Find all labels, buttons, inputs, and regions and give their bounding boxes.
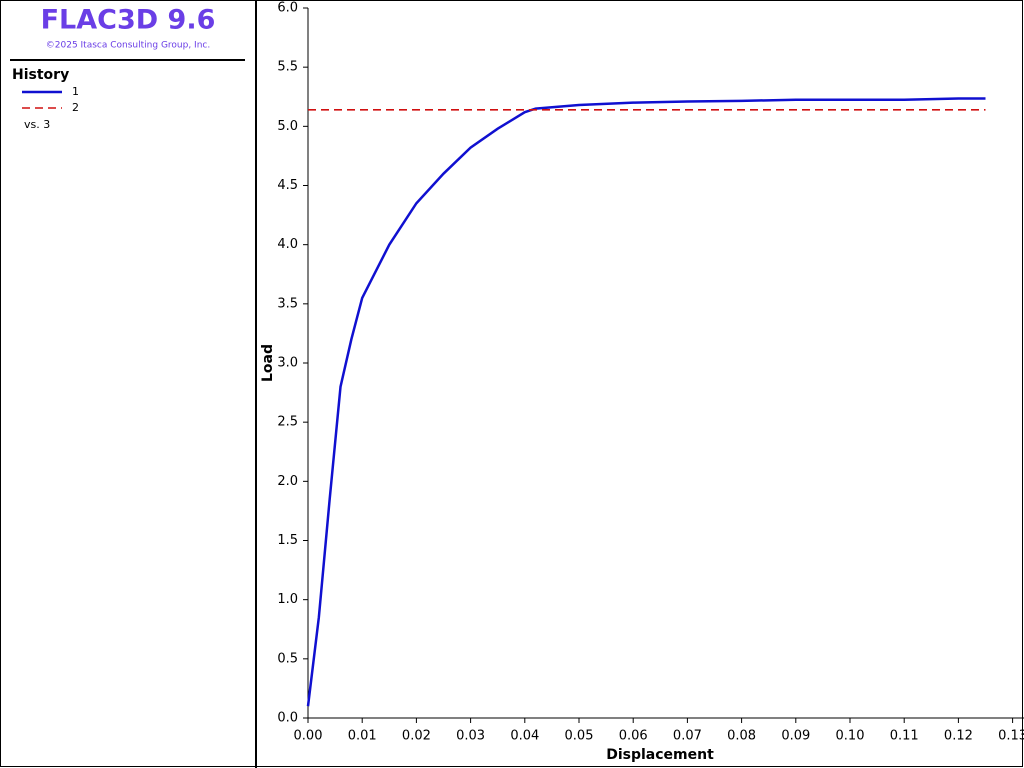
y-tick-label: 3.0: [277, 356, 298, 371]
legend-title: History: [12, 67, 69, 83]
copyright: ©2025 Itasca Consulting Group, Inc.: [46, 41, 210, 51]
y-tick-label: 4.5: [277, 178, 298, 193]
x-tick-label: 0.06: [619, 729, 648, 744]
legend-label: 2: [72, 101, 79, 114]
x-tick-label: 0.10: [836, 729, 865, 744]
product-title: FLAC3D 9.6: [41, 5, 216, 36]
x-tick-label: 0.09: [781, 729, 810, 744]
y-tick-label: 2.0: [277, 474, 298, 489]
x-tick-label: 0.02: [402, 729, 431, 744]
x-tick-label: 0.07: [673, 729, 702, 744]
x-tick-label: 0.01: [348, 729, 377, 744]
y-tick-label: 5.0: [277, 119, 298, 134]
x-tick-label: 0.08: [727, 729, 756, 744]
y-tick-label: 1.5: [277, 533, 298, 548]
y-tick-label: 0.5: [277, 651, 298, 666]
y-tick-label: 0.0: [277, 711, 298, 726]
y-axis-label: Load: [260, 344, 276, 382]
x-tick-label: 0.12: [944, 729, 973, 744]
y-tick-label: 6.0: [277, 1, 298, 16]
x-axis-label: Displacement: [606, 747, 714, 763]
series-line: [306, 97, 986, 707]
y-tick-label: 3.5: [277, 296, 298, 311]
y-tick-label: 1.0: [277, 592, 298, 607]
x-tick-label: 0.05: [565, 729, 594, 744]
x-tick-label: 0.00: [294, 729, 323, 744]
legend-label: 1: [72, 85, 79, 98]
y-tick-label: 5.5: [277, 60, 298, 75]
x-note: vs. 3: [24, 118, 50, 131]
x-tick-label: 0.04: [510, 729, 539, 744]
x-tick-label: 0.13: [998, 729, 1024, 744]
y-tick-label: 2.5: [277, 415, 298, 430]
y-tick-label: 4.0: [277, 237, 298, 252]
x-tick-label: 0.11: [890, 729, 919, 744]
x-tick-label: 0.03: [456, 729, 485, 744]
